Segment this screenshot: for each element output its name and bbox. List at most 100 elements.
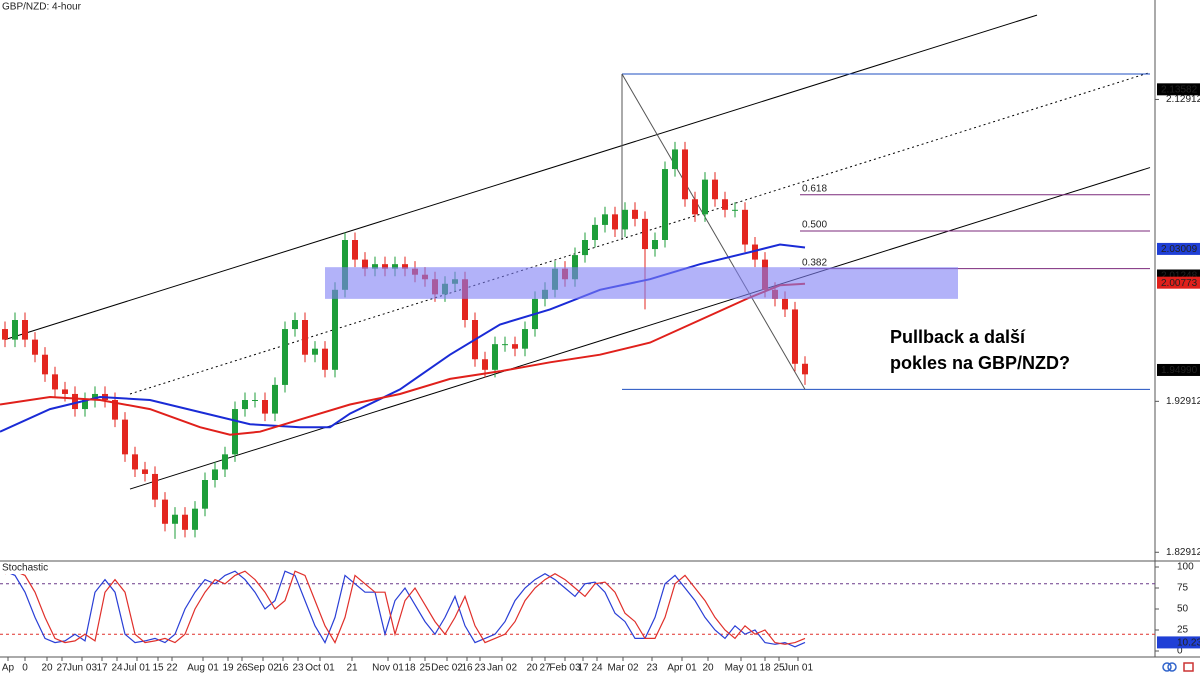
candle-body <box>72 393 78 410</box>
price-label: 2.03009 <box>1161 244 1198 255</box>
candle-body <box>242 400 248 410</box>
x-tick-label: 23 <box>292 663 304 674</box>
candle-body <box>522 329 528 349</box>
candle-body <box>732 209 738 211</box>
candle-body <box>672 149 678 170</box>
y-tick-label: 2.12912 <box>1166 94 1200 105</box>
candle-body <box>742 209 748 245</box>
price-label-box <box>1157 83 1200 96</box>
candle-body <box>222 454 228 470</box>
annotation: pokles na GBP/NZD? <box>890 353 1070 373</box>
x-tick-label: 20 <box>41 663 53 674</box>
x-tick-label: May 01 <box>725 663 758 674</box>
candle-body <box>182 514 188 530</box>
x-tick-label: Ap <box>2 663 15 674</box>
candle-body <box>652 240 658 250</box>
candle-body <box>322 348 328 370</box>
candle-body <box>782 298 788 310</box>
candle-body <box>202 480 208 509</box>
candle-body <box>2 329 8 340</box>
x-tick-label: 21 <box>346 663 358 674</box>
x-tick-label: 19 <box>222 663 234 674</box>
x-tick-label: 0 <box>22 663 28 674</box>
candle-body <box>92 393 98 400</box>
candle-body <box>682 149 688 200</box>
candle-body <box>592 224 598 240</box>
candle-body <box>232 409 238 455</box>
x-tick-label: 23 <box>474 663 486 674</box>
candle-body <box>462 279 468 320</box>
icon <box>1162 662 1172 672</box>
x-tick-label: Feb 03 <box>549 663 581 674</box>
trend-line <box>621 73 806 390</box>
candle-body <box>402 264 408 269</box>
candle-body <box>502 344 508 346</box>
candle-body <box>132 454 138 470</box>
candle-body <box>172 514 178 524</box>
candle-body <box>482 359 488 370</box>
moving-average <box>0 243 806 433</box>
x-tick-label: Jun 01 <box>783 663 813 674</box>
candle-body <box>622 209 628 230</box>
candle-body <box>152 473 158 500</box>
candle-body <box>42 354 48 375</box>
x-tick-label: Dec 02 <box>431 663 463 674</box>
x-tick-label: 22 <box>166 663 178 674</box>
candle-body <box>262 400 268 414</box>
y-tick-label: 1.92912 <box>1166 396 1200 407</box>
price-label: 2.01248 <box>1161 271 1198 282</box>
candle-body <box>122 419 128 455</box>
x-tick-label: Mar 02 <box>607 663 639 674</box>
candle-body <box>802 363 808 375</box>
x-tick-label: 16 <box>461 663 473 674</box>
candle-body <box>632 209 638 219</box>
x-tick-label: 20 <box>526 663 538 674</box>
x-tick-label: Jul 01 <box>124 663 151 674</box>
y-tick-label: 75 <box>1177 583 1189 594</box>
stochastic-line <box>4 570 806 648</box>
candle-body <box>352 240 358 260</box>
price-label: 2.00773 <box>1161 278 1198 289</box>
x-tick-label: 25 <box>419 663 431 674</box>
candle-body <box>292 320 298 330</box>
candle-body <box>642 218 648 250</box>
candle-body <box>212 469 218 480</box>
candle-body <box>342 240 348 290</box>
x-tick-label: Oct 01 <box>305 663 335 674</box>
price-label: 2.13582 <box>1161 84 1198 95</box>
candle-body <box>12 320 18 340</box>
candle-body <box>272 384 278 414</box>
candle-body <box>612 214 618 230</box>
price-label: 1.94990 <box>1161 365 1198 376</box>
fib-label: 0.618 <box>802 183 827 194</box>
current-value: 10.23 <box>1177 638 1200 649</box>
y-tick-label: 1.82912 <box>1166 547 1200 558</box>
candle-body <box>32 339 38 355</box>
candle-body <box>302 320 308 355</box>
x-tick-label: 27 <box>56 663 68 674</box>
x-tick-label: 26 <box>236 663 248 674</box>
candle-body <box>112 400 118 420</box>
x-tick-label: 16 <box>277 663 289 674</box>
main-panel: 1.82912 1.92912 2.12912 0.618 0.500 0.382 Pull… <box>0 0 1200 558</box>
title-bg <box>0 562 40 574</box>
x-tick-label: 24 <box>591 663 603 674</box>
candle-body <box>62 389 68 394</box>
x-tick-label: 20 <box>702 663 714 674</box>
candle-body <box>252 400 258 401</box>
x-tick-label: Nov 01 <box>372 663 404 674</box>
trend-line <box>129 71 1151 395</box>
x-tick-label: Apr 01 <box>667 663 697 674</box>
price-label-box <box>1157 276 1200 289</box>
icon <box>1183 662 1194 672</box>
candle-body <box>722 199 728 210</box>
y-tick-label: 100 <box>1177 562 1194 573</box>
x-tick-label: Aug 01 <box>187 663 219 674</box>
candle-body <box>362 259 368 269</box>
candle-body <box>602 214 608 225</box>
current-value-box <box>1157 636 1200 649</box>
y-tick-label: 25 <box>1177 625 1189 636</box>
